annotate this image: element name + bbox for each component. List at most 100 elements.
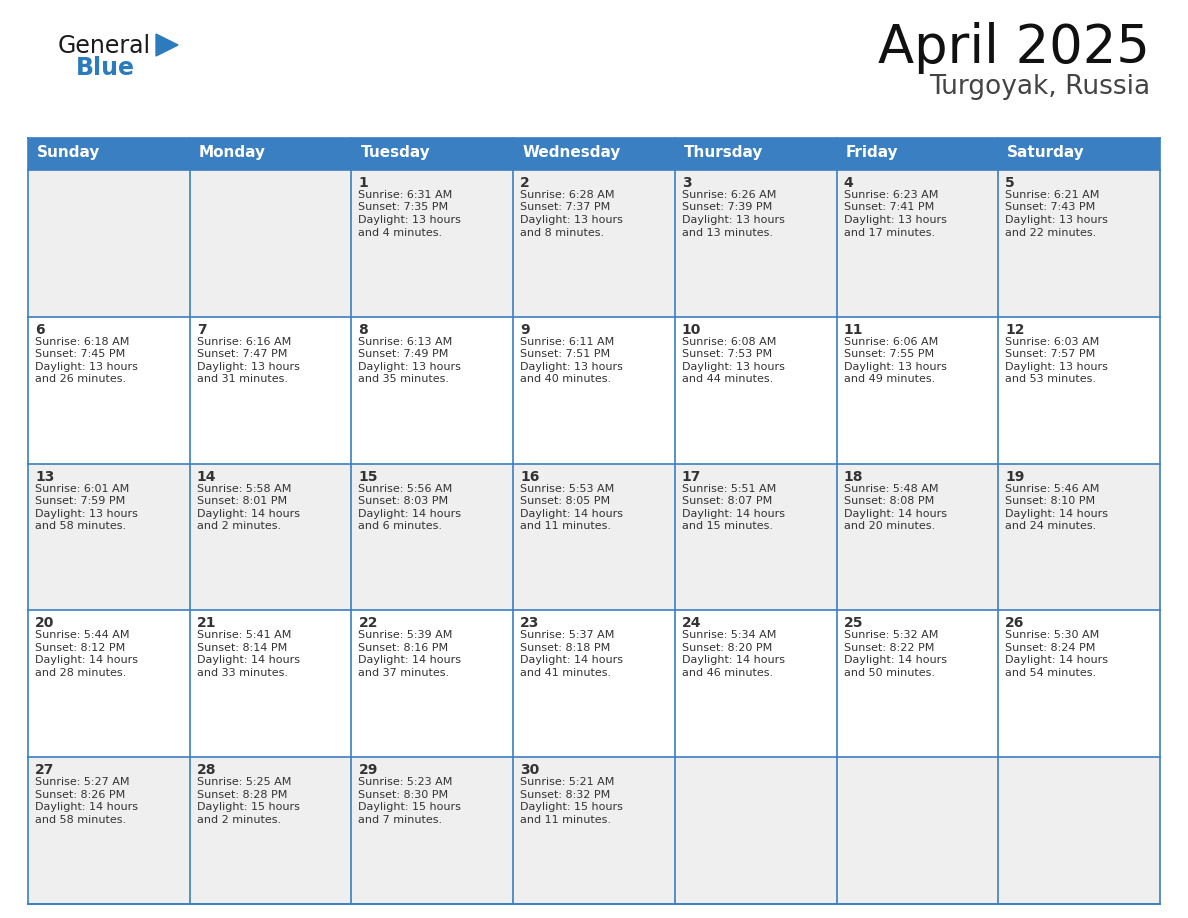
Text: Daylight: 14 hours: Daylight: 14 hours xyxy=(520,655,624,666)
Text: Friday: Friday xyxy=(846,145,898,161)
Text: and 2 minutes.: and 2 minutes. xyxy=(197,521,280,532)
Bar xyxy=(513,170,675,317)
Text: 25: 25 xyxy=(843,616,862,631)
Text: Daylight: 14 hours: Daylight: 14 hours xyxy=(682,655,785,666)
Text: 30: 30 xyxy=(520,763,539,778)
Text: Sunday: Sunday xyxy=(37,145,100,161)
Text: Daylight: 13 hours: Daylight: 13 hours xyxy=(197,362,299,372)
Text: Sunrise: 6:16 AM: Sunrise: 6:16 AM xyxy=(197,337,291,347)
Text: Sunset: 7:43 PM: Sunset: 7:43 PM xyxy=(1005,203,1095,212)
Text: and 20 minutes.: and 20 minutes. xyxy=(843,521,935,532)
Text: 23: 23 xyxy=(520,616,539,631)
Text: 8: 8 xyxy=(359,323,368,337)
Bar xyxy=(998,317,1159,464)
Text: and 58 minutes.: and 58 minutes. xyxy=(34,814,126,824)
Text: 22: 22 xyxy=(359,616,378,631)
Text: 1: 1 xyxy=(359,176,368,190)
Text: Sunset: 7:53 PM: Sunset: 7:53 PM xyxy=(682,350,772,359)
Text: and 58 minutes.: and 58 minutes. xyxy=(34,521,126,532)
Bar xyxy=(675,317,836,464)
Text: Daylight: 15 hours: Daylight: 15 hours xyxy=(520,802,623,812)
Bar xyxy=(29,610,190,757)
Text: Daylight: 14 hours: Daylight: 14 hours xyxy=(1005,509,1108,519)
Bar xyxy=(190,170,352,317)
Text: 24: 24 xyxy=(682,616,701,631)
Text: Sunrise: 5:56 AM: Sunrise: 5:56 AM xyxy=(359,484,453,494)
Text: 11: 11 xyxy=(843,323,862,337)
Text: Daylight: 14 hours: Daylight: 14 hours xyxy=(682,509,785,519)
Bar xyxy=(29,464,190,610)
Text: Daylight: 13 hours: Daylight: 13 hours xyxy=(682,362,785,372)
Text: 12: 12 xyxy=(1005,323,1025,337)
Bar xyxy=(836,464,998,610)
Text: Sunset: 8:26 PM: Sunset: 8:26 PM xyxy=(34,789,125,800)
Text: and 26 minutes.: and 26 minutes. xyxy=(34,375,126,385)
Text: Sunset: 7:51 PM: Sunset: 7:51 PM xyxy=(520,350,611,359)
Text: 29: 29 xyxy=(359,763,378,778)
Text: 20: 20 xyxy=(34,616,55,631)
Text: and 28 minutes.: and 28 minutes. xyxy=(34,668,126,677)
Text: Sunset: 8:01 PM: Sunset: 8:01 PM xyxy=(197,496,286,506)
Text: Daylight: 14 hours: Daylight: 14 hours xyxy=(197,655,299,666)
Bar xyxy=(29,138,190,170)
Text: Sunrise: 5:51 AM: Sunrise: 5:51 AM xyxy=(682,484,776,494)
Text: 18: 18 xyxy=(843,470,862,484)
Text: Daylight: 14 hours: Daylight: 14 hours xyxy=(34,802,138,812)
Bar xyxy=(836,317,998,464)
Text: 21: 21 xyxy=(197,616,216,631)
Text: and 22 minutes.: and 22 minutes. xyxy=(1005,228,1097,238)
Bar xyxy=(836,138,998,170)
Text: Sunset: 7:37 PM: Sunset: 7:37 PM xyxy=(520,203,611,212)
Text: Daylight: 13 hours: Daylight: 13 hours xyxy=(682,215,785,225)
Text: Sunset: 8:16 PM: Sunset: 8:16 PM xyxy=(359,643,449,653)
Text: April 2025: April 2025 xyxy=(878,22,1150,74)
Text: Daylight: 13 hours: Daylight: 13 hours xyxy=(520,215,623,225)
Bar xyxy=(29,170,190,317)
Bar xyxy=(513,464,675,610)
Text: Daylight: 14 hours: Daylight: 14 hours xyxy=(1005,655,1108,666)
Text: and 8 minutes.: and 8 minutes. xyxy=(520,228,605,238)
Text: Sunrise: 5:46 AM: Sunrise: 5:46 AM xyxy=(1005,484,1100,494)
Text: 16: 16 xyxy=(520,470,539,484)
Text: Sunset: 8:32 PM: Sunset: 8:32 PM xyxy=(520,789,611,800)
Text: Sunset: 8:10 PM: Sunset: 8:10 PM xyxy=(1005,496,1095,506)
Text: 3: 3 xyxy=(682,176,691,190)
Bar xyxy=(836,757,998,904)
Text: Sunset: 8:08 PM: Sunset: 8:08 PM xyxy=(843,496,934,506)
Bar xyxy=(513,757,675,904)
Bar xyxy=(190,610,352,757)
Text: and 41 minutes.: and 41 minutes. xyxy=(520,668,612,677)
Bar xyxy=(352,170,513,317)
Text: 4: 4 xyxy=(843,176,853,190)
Text: 2: 2 xyxy=(520,176,530,190)
Text: Sunrise: 6:28 AM: Sunrise: 6:28 AM xyxy=(520,190,614,200)
Text: and 53 minutes.: and 53 minutes. xyxy=(1005,375,1097,385)
Text: Sunrise: 5:39 AM: Sunrise: 5:39 AM xyxy=(359,631,453,641)
Bar xyxy=(190,138,352,170)
Bar xyxy=(352,610,513,757)
Text: Daylight: 13 hours: Daylight: 13 hours xyxy=(520,362,623,372)
Text: Daylight: 13 hours: Daylight: 13 hours xyxy=(1005,215,1108,225)
Text: Sunset: 8:03 PM: Sunset: 8:03 PM xyxy=(359,496,449,506)
Text: and 44 minutes.: and 44 minutes. xyxy=(682,375,773,385)
Bar xyxy=(998,170,1159,317)
Bar xyxy=(513,317,675,464)
Text: Sunrise: 5:21 AM: Sunrise: 5:21 AM xyxy=(520,778,614,788)
Text: Sunset: 8:24 PM: Sunset: 8:24 PM xyxy=(1005,643,1095,653)
Bar xyxy=(352,138,513,170)
Text: 26: 26 xyxy=(1005,616,1025,631)
Text: and 7 minutes.: and 7 minutes. xyxy=(359,814,443,824)
Text: Daylight: 14 hours: Daylight: 14 hours xyxy=(843,509,947,519)
Text: Daylight: 15 hours: Daylight: 15 hours xyxy=(197,802,299,812)
Text: Sunrise: 6:01 AM: Sunrise: 6:01 AM xyxy=(34,484,129,494)
Text: Sunset: 8:22 PM: Sunset: 8:22 PM xyxy=(843,643,934,653)
Text: Sunset: 8:28 PM: Sunset: 8:28 PM xyxy=(197,789,287,800)
Text: 7: 7 xyxy=(197,323,207,337)
Text: Monday: Monday xyxy=(198,145,266,161)
Text: and 4 minutes.: and 4 minutes. xyxy=(359,228,443,238)
Text: Sunset: 7:57 PM: Sunset: 7:57 PM xyxy=(1005,350,1095,359)
Bar xyxy=(190,757,352,904)
Text: Sunrise: 6:11 AM: Sunrise: 6:11 AM xyxy=(520,337,614,347)
Text: and 35 minutes.: and 35 minutes. xyxy=(359,375,449,385)
Text: 27: 27 xyxy=(34,763,55,778)
